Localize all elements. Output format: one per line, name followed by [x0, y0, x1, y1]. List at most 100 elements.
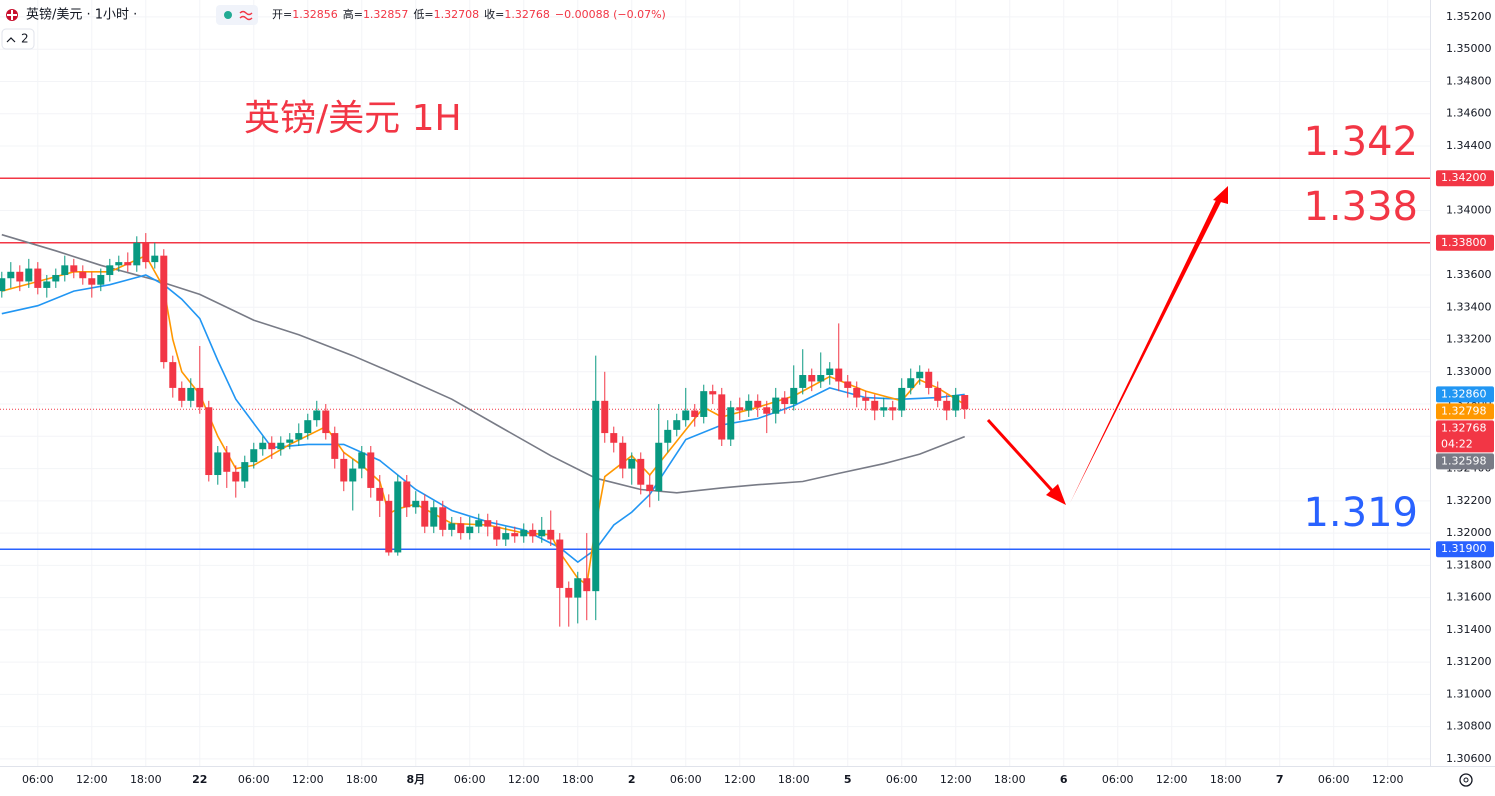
- candle-body: [142, 242, 150, 263]
- candle-body: [853, 387, 861, 398]
- candle-body: [484, 520, 492, 527]
- candle-body: [16, 271, 24, 282]
- x-tick-label: 18:00: [778, 773, 810, 786]
- candle-body: [520, 529, 528, 537]
- candle-body: [925, 371, 933, 388]
- candle-body: [160, 255, 168, 363]
- candle-body: [403, 481, 411, 508]
- candle-body: [232, 471, 240, 482]
- y-tick-label: 1.34800: [1446, 74, 1492, 87]
- market-open-dot: [224, 11, 232, 19]
- candle-body: [205, 407, 213, 476]
- candle-body: [565, 587, 573, 598]
- status-box[interactable]: [216, 5, 258, 25]
- ohlc-value: 1.32708: [434, 8, 480, 21]
- y-tick-label: 1.33400: [1446, 300, 1492, 313]
- indicator-count: 2: [21, 32, 29, 46]
- candle-body: [547, 529, 555, 540]
- price-label-box: [1436, 386, 1494, 403]
- candle-body: [655, 442, 663, 492]
- candle-body: [169, 362, 177, 388]
- x-tick-label: 18:00: [1210, 773, 1242, 786]
- candle-body: [538, 529, 546, 537]
- x-tick-label: 2: [628, 773, 636, 786]
- level-label: 1.319: [1303, 490, 1418, 536]
- candle-body: [25, 268, 33, 282]
- y-tick-label: 1.32000: [1446, 526, 1492, 539]
- candle-body: [385, 500, 393, 553]
- x-tick-label: 12:00: [940, 773, 972, 786]
- candle-body: [268, 442, 276, 450]
- arrow-up: [1070, 196, 1222, 503]
- candle-body: [628, 458, 636, 469]
- candle-body: [943, 400, 951, 411]
- candles: [0, 233, 969, 627]
- candle-body: [844, 381, 852, 388]
- x-tick-label: 06:00: [1102, 773, 1134, 786]
- candle-body: [934, 387, 942, 401]
- candle-body: [286, 439, 294, 443]
- candle-body: [709, 391, 717, 395]
- arrow-head: [1213, 186, 1228, 204]
- indicator-toggle[interactable]: [1, 28, 35, 50]
- candle-body: [601, 400, 609, 434]
- candle-body: [313, 410, 321, 421]
- ohlc-values: 开= 1.32856 高= 1.32857 低= 1.32708 收= 1.32768 −0.0…: [272, 7, 666, 21]
- x-tick-label: 6: [1060, 773, 1068, 786]
- flag-cross: [7, 10, 17, 20]
- x-tick-label: 06:00: [1318, 773, 1350, 786]
- x-tick-label: 12:00: [1372, 773, 1404, 786]
- price-label: 1.33800: [1441, 236, 1487, 249]
- candle-body: [826, 368, 834, 376]
- candle-body: [889, 407, 897, 411]
- y-tick-label: 1.32200: [1446, 494, 1492, 507]
- ma-line: [1, 233, 965, 494]
- candle-body: [259, 442, 267, 450]
- gear[interactable]: [1459, 773, 1473, 787]
- price-label: 1.32798: [1441, 404, 1487, 417]
- candle-body: [880, 407, 888, 411]
- candle-body: [610, 433, 618, 443]
- candle-body: [70, 265, 78, 272]
- candle-body: [511, 533, 519, 537]
- x-tick-label: 18:00: [130, 773, 162, 786]
- candle-body: [745, 400, 753, 411]
- candle-body: [376, 487, 384, 501]
- x-tick-label: 22: [192, 773, 207, 786]
- ohlc-value: 1.32857: [363, 8, 409, 21]
- x-tick-label: 18:00: [346, 773, 378, 786]
- y-tick-label: 1.31600: [1446, 591, 1492, 604]
- candle-body: [52, 275, 60, 282]
- candle-body: [394, 481, 402, 553]
- price-label-box: [1436, 234, 1494, 251]
- candle-body: [637, 458, 645, 485]
- candle-body: [817, 375, 825, 382]
- x-tick-label: 06:00: [238, 773, 270, 786]
- x-tick-label: 18:00: [994, 773, 1026, 786]
- y-tick-label: 1.30600: [1446, 752, 1492, 765]
- price-label: 1.32860: [1441, 387, 1487, 400]
- x-tick-label: 06:00: [22, 773, 54, 786]
- candle-body: [322, 410, 330, 434]
- x-tick-label: 12:00: [292, 773, 324, 786]
- y-tick-label: 1.30800: [1446, 720, 1492, 733]
- candle-body: [727, 407, 735, 440]
- price-label: 1.31900: [1441, 542, 1487, 555]
- x-tick-label: 06:00: [670, 773, 702, 786]
- ohlc-value: 1.32856: [292, 8, 338, 21]
- candle-body: [718, 394, 726, 440]
- candle-body: [241, 462, 249, 482]
- candle-body: [106, 265, 114, 276]
- candle-body: [43, 281, 51, 288]
- candle-body: [79, 271, 87, 279]
- settings-icon[interactable]: [1459, 773, 1473, 787]
- candle-body: [223, 452, 231, 472]
- arrow-head: [1046, 484, 1066, 505]
- x-tick-label: 06:00: [886, 773, 918, 786]
- x-tick-label: 12:00: [508, 773, 540, 786]
- candle-body: [331, 433, 339, 459]
- candle-body: [466, 526, 474, 534]
- candle-body: [439, 507, 447, 530]
- x-tick-label: 8月: [406, 773, 425, 786]
- candle-body: [493, 526, 501, 540]
